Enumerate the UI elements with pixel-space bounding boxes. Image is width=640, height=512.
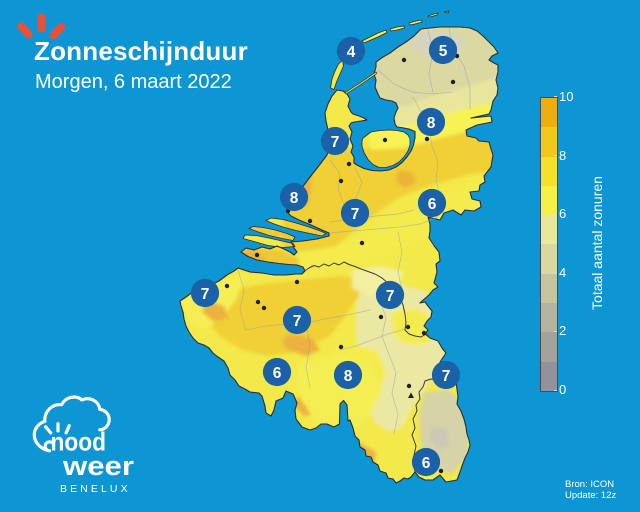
svg-text:5: 5 — [439, 43, 448, 60]
svg-text:8: 8 — [427, 115, 436, 132]
svg-text:7: 7 — [201, 286, 210, 303]
svg-text:6: 6 — [428, 196, 437, 213]
svg-text:7: 7 — [293, 313, 302, 330]
svg-text:7: 7 — [331, 134, 340, 151]
svg-text:6: 6 — [273, 365, 282, 382]
svg-text:nood: nood — [51, 427, 107, 457]
svg-text:6: 6 — [422, 455, 431, 472]
svg-text:8: 8 — [344, 368, 353, 385]
svg-text:BENELUX: BENELUX — [60, 483, 131, 495]
svg-text:7: 7 — [351, 206, 360, 223]
svg-text:8: 8 — [290, 190, 299, 207]
svg-text:4: 4 — [347, 44, 356, 61]
svg-text:weer: weer — [62, 451, 135, 481]
svg-text:7: 7 — [386, 288, 395, 305]
svg-text:7: 7 — [442, 368, 451, 385]
